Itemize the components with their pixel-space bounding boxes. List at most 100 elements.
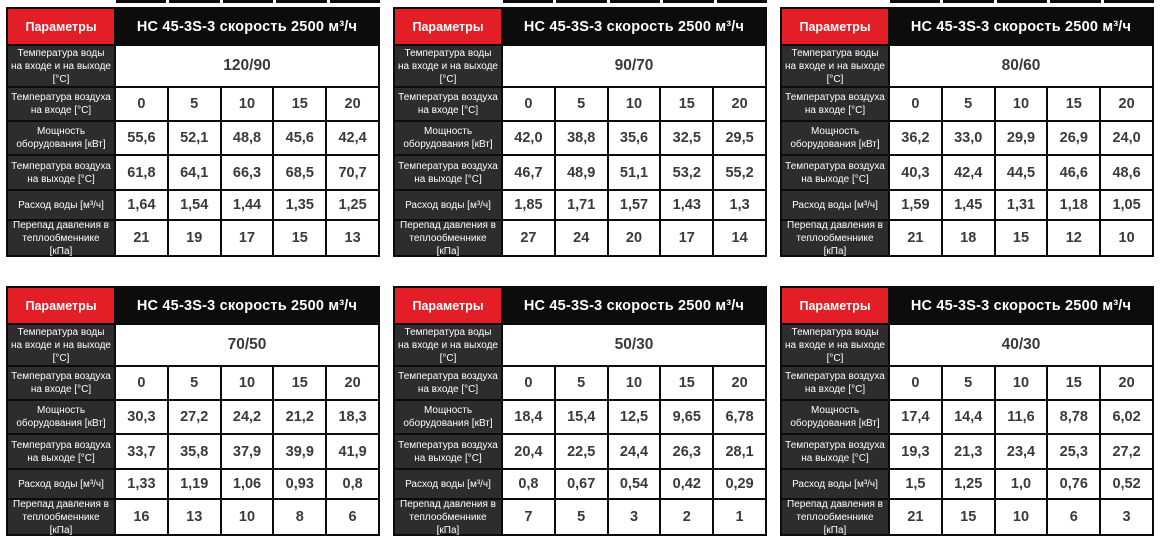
row-label-pressure-drop: Перепад давления в теплообменнике [кПа] [8, 499, 114, 536]
power-value-cell: 18,4 [503, 401, 554, 433]
power-value-cell: 18,3 [327, 401, 378, 433]
air-outlet-temp-cell: 24,4 [608, 435, 660, 468]
power-value-cell: 26,9 [1048, 122, 1100, 154]
power-value-cell: 24,2 [221, 401, 273, 433]
air-outlet-temp-cell: 48,9 [555, 156, 607, 189]
air-outlet-temp-cell: 22,5 [555, 435, 607, 468]
water-flow-cell: 1,45 [942, 191, 994, 219]
air-outlet-temp-cell: 41,9 [327, 435, 378, 468]
spec-table: Параметры НС 45-3S-3 скорость 2500 м³/ч … [393, 286, 767, 536]
row-label-water-temp: Температура воды на входе и на выходе [°… [782, 46, 888, 86]
power-value-cell: 9,65 [661, 401, 713, 433]
power-value-cell: 42,4 [327, 122, 378, 154]
pressure-drop-cell: 21 [890, 500, 941, 534]
pressure-drop-cell: 21 [116, 221, 167, 255]
air-outlet-temp-cell: 33,7 [116, 435, 167, 468]
water-flow-cell: 0,29 [714, 470, 765, 498]
row-label-air-inlet: Температура воздуха на входе [°C] [8, 367, 114, 399]
pressure-drop-cell: 13 [168, 500, 220, 534]
air-inlet-temp-cell: 10 [221, 367, 273, 399]
power-value-cell: 29,9 [995, 122, 1047, 154]
water-flow-cell: 1,44 [221, 191, 273, 219]
pressure-drop-cell: 12 [1048, 221, 1100, 255]
air-inlet-temp-cell: 20 [714, 88, 765, 120]
air-outlet-temp-cell: 23,4 [995, 435, 1047, 468]
row-label-power: Мощность оборудования [кВт] [395, 401, 501, 433]
air-outlet-temp-cell: 70,7 [327, 156, 378, 189]
table-title: НС 45-3S-3 скорость 2500 м³/ч [503, 288, 765, 323]
row-label-water-temp: Температура воды на входе и на выходе [°… [8, 325, 114, 365]
air-outlet-temp-cell: 39,9 [274, 435, 326, 468]
power-value-cell: 45,6 [274, 122, 326, 154]
row-label-air-inlet: Температура воздуха на входе [°C] [8, 88, 114, 120]
air-inlet-temp-cell: 15 [661, 88, 713, 120]
air-outlet-temp-cell: 55,2 [714, 156, 765, 189]
spec-table-cell: Параметры НС 45-3S-3 скорость 2500 м³/ч … [780, 286, 1154, 541]
water-flow-cell: 0,8 [327, 470, 378, 498]
power-value-cell: 29,5 [714, 122, 765, 154]
row-label-air-outlet: Температура воздуха на выходе [°C] [395, 156, 501, 189]
air-inlet-temp-cell: 15 [274, 367, 326, 399]
power-value-cell: 27,2 [168, 401, 220, 433]
water-flow-cell: 1,43 [661, 191, 713, 219]
row-label-pressure-drop: Перепад давления в теплообменнике [кПа] [782, 220, 888, 257]
air-outlet-temp-cell: 27,2 [1101, 435, 1152, 468]
air-outlet-temp-cell: 28,1 [714, 435, 765, 468]
params-badge: Параметры [8, 9, 114, 44]
row-label-water-flow: Расход воды [м³/ч] [8, 191, 114, 219]
water-flow-cell: 1,06 [221, 470, 273, 498]
row-label-water-flow: Расход воды [м³/ч] [8, 470, 114, 498]
row-label-pressure-drop: Перепад давления в теплообменнике [кПа] [395, 499, 501, 536]
spec-table: Параметры НС 45-3S-3 скорость 2500 м³/ч … [780, 7, 1154, 257]
power-value-cell: 52,1 [168, 122, 220, 154]
row-label-power: Мощность оборудования [кВт] [8, 122, 114, 154]
air-inlet-temp-cell: 15 [274, 88, 326, 120]
row-label-pressure-drop: Перепад давления в теплообменнике [кПа] [395, 220, 501, 257]
power-value-cell: 6,02 [1101, 401, 1152, 433]
row-label-power: Мощность оборудования [кВт] [782, 122, 888, 154]
row-label-air-inlet: Температура воздуха на входе [°C] [395, 88, 501, 120]
air-inlet-temp-cell: 10 [995, 367, 1047, 399]
water-flow-cell: 1,59 [890, 191, 941, 219]
pressure-drop-cell: 7 [503, 500, 554, 534]
water-flow-cell: 1,64 [116, 191, 167, 219]
water-flow-cell: 1,33 [116, 470, 167, 498]
air-outlet-temp-cell: 44,5 [995, 156, 1047, 189]
power-value-cell: 11,6 [995, 401, 1047, 433]
water-flow-cell: 1,71 [555, 191, 607, 219]
power-value-cell: 17,4 [890, 401, 941, 433]
power-value-cell: 12,5 [608, 401, 660, 433]
row-label-power: Мощность оборудования [кВт] [395, 122, 501, 154]
row-label-water-flow: Расход воды [м³/ч] [395, 470, 501, 498]
row-label-water-temp: Температура воды на входе и на выходе [°… [395, 325, 501, 365]
air-outlet-temp-cell: 35,8 [168, 435, 220, 468]
pressure-drop-cell: 19 [168, 221, 220, 255]
air-outlet-temp-cell: 66,3 [221, 156, 273, 189]
air-outlet-temp-cell: 25,3 [1048, 435, 1100, 468]
air-outlet-temp-cell: 40,3 [890, 156, 941, 189]
power-value-cell: 35,6 [608, 122, 660, 154]
water-temp-value: 40/30 [890, 325, 1152, 365]
air-inlet-temp-cell: 0 [890, 367, 941, 399]
pressure-drop-cell: 5 [555, 500, 607, 534]
air-inlet-temp-cell: 5 [168, 367, 220, 399]
air-inlet-temp-cell: 5 [942, 88, 994, 120]
tables-grid: Параметры НС 45-3S-3 скорость 2500 м³/ч … [6, 0, 1169, 541]
pressure-drop-cell: 14 [714, 221, 765, 255]
pressure-drop-cell: 10 [995, 500, 1047, 534]
air-inlet-temp-cell: 10 [608, 88, 660, 120]
row-label-power: Мощность оборудования [кВт] [782, 401, 888, 433]
spec-table: Параметры НС 45-3S-3 скорость 2500 м³/ч … [780, 286, 1154, 536]
air-outlet-temp-cell: 37,9 [221, 435, 273, 468]
water-flow-cell: 1,31 [995, 191, 1047, 219]
air-inlet-temp-cell: 20 [327, 367, 378, 399]
pressure-drop-cell: 10 [221, 500, 273, 534]
pressure-drop-cell: 3 [608, 500, 660, 534]
air-outlet-temp-cell: 64,1 [168, 156, 220, 189]
pressure-drop-cell: 16 [116, 500, 167, 534]
air-inlet-temp-cell: 0 [503, 88, 554, 120]
water-temp-value: 70/50 [116, 325, 378, 365]
water-flow-cell: 0,54 [608, 470, 660, 498]
power-value-cell: 30,3 [116, 401, 167, 433]
air-inlet-temp-cell: 0 [890, 88, 941, 120]
